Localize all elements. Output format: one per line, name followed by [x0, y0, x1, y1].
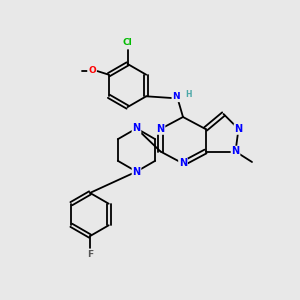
Text: N: N: [234, 124, 243, 134]
Text: Cl: Cl: [123, 38, 132, 47]
Text: N: N: [132, 123, 141, 134]
Text: N: N: [231, 146, 240, 157]
Text: N: N: [172, 92, 180, 101]
Text: N: N: [179, 158, 187, 169]
Text: F: F: [87, 250, 93, 259]
Text: H: H: [185, 90, 191, 99]
Text: N: N: [132, 167, 141, 177]
Text: N: N: [156, 124, 165, 134]
Text: O: O: [88, 66, 96, 75]
